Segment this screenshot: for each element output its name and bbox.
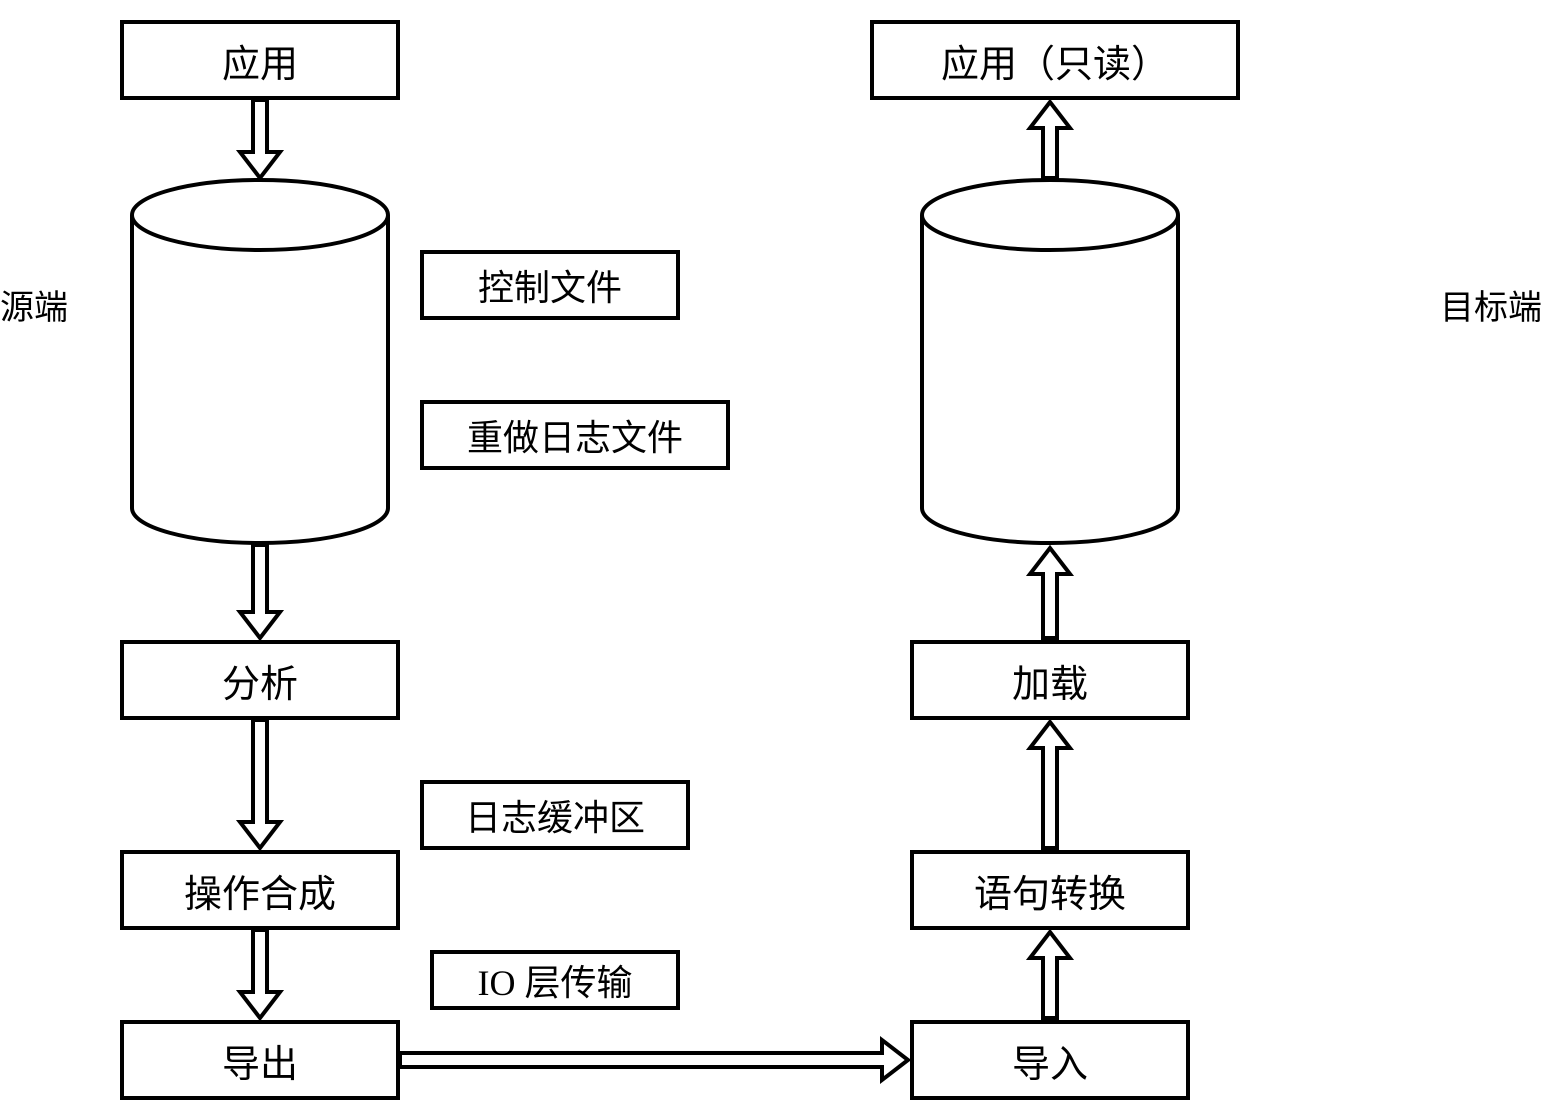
node-app-tgt: 应用（只读） [870, 20, 1240, 100]
label-control-file-text: 控制文件 [478, 259, 622, 311]
arrows-overlay [0, 0, 1552, 1107]
label-log-buffer-text: 日志缓冲区 [465, 789, 645, 841]
arrow-load-to-dbtgt [1030, 548, 1070, 638]
node-app-src: 应用 [120, 20, 400, 100]
label-log-buffer: 日志缓冲区 [420, 780, 690, 850]
arrow-import-to-stmt [1030, 932, 1070, 1018]
arrow-stmt-to-load [1030, 722, 1070, 848]
node-analyze: 分析 [120, 640, 400, 720]
label-target-side: 目标端 [1440, 280, 1542, 329]
node-op-compose: 操作合成 [120, 850, 400, 930]
arrow-app-to-dbsrc [240, 100, 280, 178]
arrow-dbtgt-to-app [1030, 102, 1070, 178]
node-export-text: 导出 [222, 1033, 298, 1088]
arrow-analyze-to-op [240, 720, 280, 848]
label-io-transport-text: IO 层传输 [478, 954, 633, 1006]
node-import-text: 导入 [1012, 1033, 1088, 1088]
label-redo-log: 重做日志文件 [420, 400, 730, 470]
label-target-side-text: 目标端 [1440, 290, 1542, 327]
label-io-transport: IO 层传输 [430, 950, 680, 1010]
node-app-tgt-text: 应用（只读） [941, 33, 1169, 88]
arrow-dbsrc-to-analyze [240, 545, 280, 638]
label-source-side: 源端 [0, 280, 68, 329]
node-load-text: 加载 [1012, 653, 1088, 708]
label-redo-log-text: 重做日志文件 [467, 409, 683, 461]
label-control-file: 控制文件 [420, 250, 680, 320]
node-import: 导入 [910, 1020, 1190, 1100]
arrow-export-to-import [400, 1040, 908, 1080]
db-target-cylinder [920, 178, 1180, 548]
node-stmt-conv: 语句转换 [910, 850, 1190, 930]
label-source-side-text: 源端 [0, 290, 68, 327]
node-stmt-conv-text: 语句转换 [974, 863, 1126, 918]
diagram-stage: 源端 目标端 控制文件 重做日志文件 日志缓冲区 IO 层传输 应用 分析 操作… [0, 0, 1552, 1107]
node-app-src-text: 应用 [222, 33, 298, 88]
node-export: 导出 [120, 1020, 400, 1100]
node-load: 加载 [910, 640, 1190, 720]
node-op-compose-text: 操作合成 [184, 863, 336, 918]
db-source-cylinder [130, 178, 390, 548]
arrow-op-to-export [240, 930, 280, 1018]
node-analyze-text: 分析 [222, 653, 298, 708]
